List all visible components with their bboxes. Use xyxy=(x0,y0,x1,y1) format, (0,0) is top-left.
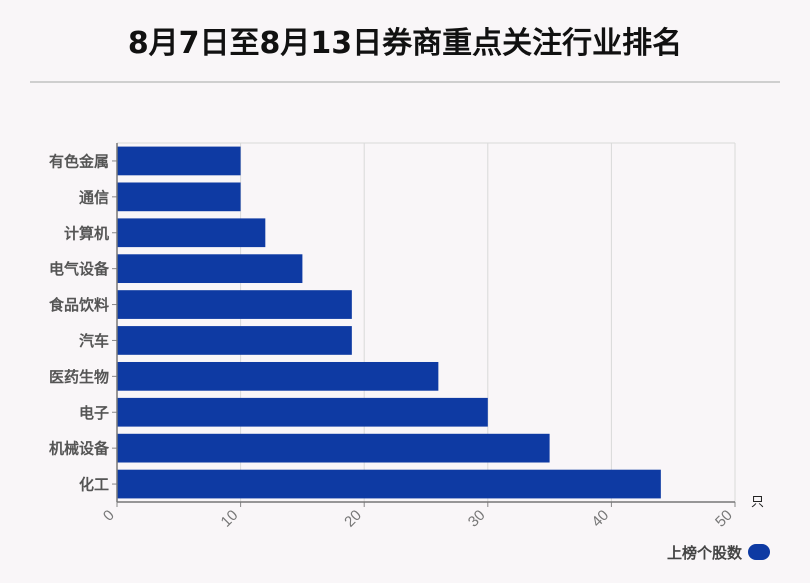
bar xyxy=(117,254,303,284)
y-tick-label: 电子 xyxy=(79,404,109,422)
y-tick-label: 通信 xyxy=(79,188,109,206)
bar-layer xyxy=(117,146,661,499)
bar xyxy=(117,290,352,319)
x-tick-label: 40 xyxy=(588,507,612,531)
y-tick-label: 医药生物 xyxy=(49,368,109,386)
x-tick-label: 30 xyxy=(465,507,489,531)
x-tick-label: 0 xyxy=(100,507,118,525)
chart-title: 8月7日至8月13日券商重点关注行业排名 xyxy=(127,26,683,61)
title-divider xyxy=(30,81,780,83)
legend: 上榜个股数 xyxy=(640,538,770,566)
x-unit-label: 只 xyxy=(751,495,764,510)
y-tick-label: 机械设备 xyxy=(49,440,110,458)
y-tick-label: 电气设备 xyxy=(49,260,110,278)
legend-label: 上榜个股数 xyxy=(666,543,742,562)
label-layer: 0 10 20 30 40 50 有色金属通信计算机电气设备食品饮料汽车医药生物电子机械设备… xyxy=(49,152,764,530)
y-tick-label: 化工 xyxy=(79,476,109,494)
x-tick-label: 20 xyxy=(341,507,365,531)
y-tick-label: 计算机 xyxy=(64,224,109,242)
y-tick-label: 汽车 xyxy=(79,332,109,350)
bar xyxy=(117,469,661,499)
x-tick-label: 10 xyxy=(218,507,242,531)
bar xyxy=(117,182,241,212)
y-tick-label: 食品饮料 xyxy=(49,296,109,314)
bar xyxy=(117,218,266,248)
bar xyxy=(117,326,352,355)
bar xyxy=(117,146,241,176)
legend-swatch xyxy=(748,544,770,560)
bar xyxy=(117,397,488,427)
y-tick-label: 有色金属 xyxy=(49,152,109,170)
bar xyxy=(117,361,439,391)
bar xyxy=(117,433,550,463)
x-tick-label: 50 xyxy=(712,507,736,531)
axis-layer xyxy=(112,143,736,507)
